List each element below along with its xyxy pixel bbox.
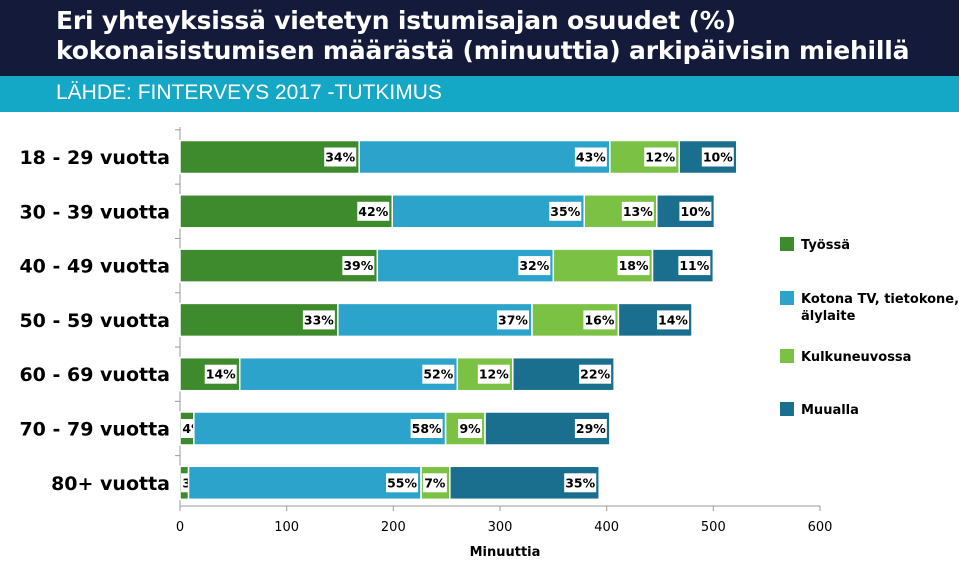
data-label: 14%: [658, 312, 688, 327]
data-label-box: [324, 147, 357, 167]
legend-swatch: [780, 237, 794, 251]
category-label: 18 - 29 vuotta: [19, 147, 170, 169]
x-tick-label: 500: [701, 520, 726, 535]
bar-segment: [193, 411, 447, 446]
bar-segment: [449, 465, 600, 501]
data-label-box: [357, 201, 390, 221]
data-label-box: [477, 364, 510, 384]
data-label: 58%: [412, 421, 442, 436]
legend-label: Työssä: [801, 238, 850, 253]
data-label-box: [574, 419, 607, 438]
x-tick-label: 0: [176, 520, 184, 535]
data-label: 9%: [459, 421, 481, 436]
data-label-box: [342, 256, 375, 276]
data-label-box: [701, 147, 734, 167]
data-label: 43%: [576, 150, 606, 165]
bar-segment: [617, 302, 693, 338]
x-tick-label: 400: [594, 520, 619, 535]
x-tick-label: 600: [808, 520, 833, 535]
x-tick-label: 300: [488, 520, 513, 535]
data-label-box: [579, 364, 612, 384]
data-label: 10%: [703, 150, 733, 165]
category-label: 30 - 39 vuotta: [19, 201, 170, 223]
source-banner: LÄHDE: FINTERVEYS 2017 -TUTKIMUS: [0, 76, 959, 112]
data-label: 14%: [206, 367, 236, 382]
source-label: LÄHDE: FINTERVEYS 2017 -TUTKIMUS: [56, 81, 442, 104]
data-label: 39%: [343, 258, 373, 273]
legend-label: Muualla: [801, 403, 859, 418]
category-label: 70 - 79 vuotta: [19, 419, 170, 441]
category-label: 40 - 49 vuotta: [19, 256, 170, 278]
legend-label: Kulkuneuvossa: [801, 350, 911, 365]
data-label: 12%: [479, 367, 509, 382]
legend-swatch: [780, 291, 794, 305]
data-label-box: [497, 310, 529, 330]
data-label-box: [518, 256, 551, 276]
data-label-box: [422, 473, 447, 493]
data-label-box: [678, 256, 711, 276]
data-label: 33%: [304, 312, 334, 327]
data-label: 13%: [623, 204, 653, 219]
data-label-box: [302, 310, 335, 330]
data-label-box: [549, 201, 582, 221]
data-label: 12%: [645, 150, 675, 165]
data-label: 10%: [680, 204, 710, 219]
data-label-box: [657, 310, 689, 330]
data-label: 29%: [576, 421, 606, 436]
data-label-box: [458, 419, 483, 438]
category-label: 80+ vuotta: [51, 473, 170, 495]
x-axis-title: Minuuttia: [470, 545, 541, 560]
data-label-box: [644, 147, 677, 167]
legend-swatch: [780, 402, 794, 416]
data-label-box: [204, 364, 237, 384]
data-label-box: [422, 364, 455, 384]
legend-swatch: [780, 349, 794, 363]
data-label: 7%: [424, 475, 446, 490]
data-label: 22%: [580, 367, 610, 382]
chart-title-line-1: Eri yhteyksissä vietetyn istumisajan osu…: [56, 6, 736, 35]
chart-title-line-2: kokonaisistumisen määrästä (minuuttia) a…: [56, 36, 910, 65]
data-label: 42%: [358, 204, 388, 219]
data-label-box: [617, 256, 650, 276]
data-label-box: [679, 201, 712, 221]
bar-segment: [358, 139, 611, 175]
data-label: 37%: [498, 312, 528, 327]
data-label: 52%: [423, 367, 453, 382]
category-label: 60 - 69 vuotta: [19, 364, 170, 386]
category-label: 50 - 59 vuotta: [19, 310, 170, 332]
data-label-box: [621, 201, 654, 221]
bar-segment: [238, 356, 459, 392]
data-label-box: [410, 419, 443, 438]
data-label: 32%: [519, 258, 549, 273]
data-label-box: [583, 310, 616, 330]
data-label: 35%: [550, 204, 580, 219]
data-label: 18%: [619, 258, 649, 273]
data-label-box: [564, 473, 597, 493]
title-banner: Eri yhteyksissä vietetyn istumisajan osu…: [0, 0, 959, 76]
x-tick-label: 200: [381, 520, 406, 535]
data-label: 11%: [679, 258, 709, 273]
data-label: 35%: [565, 475, 595, 490]
data-label-box: [574, 147, 607, 167]
x-tick-label: 100: [274, 520, 299, 535]
bar-segment: [187, 465, 422, 501]
data-label: 16%: [584, 312, 614, 327]
bar-segment: [179, 302, 339, 338]
data-label: 34%: [325, 150, 355, 165]
data-label: 55%: [387, 475, 417, 490]
bar-segment: [179, 194, 394, 229]
legend-label: Kotona TV, tietokone, älylaite: [801, 292, 959, 324]
data-label-box: [386, 473, 419, 493]
